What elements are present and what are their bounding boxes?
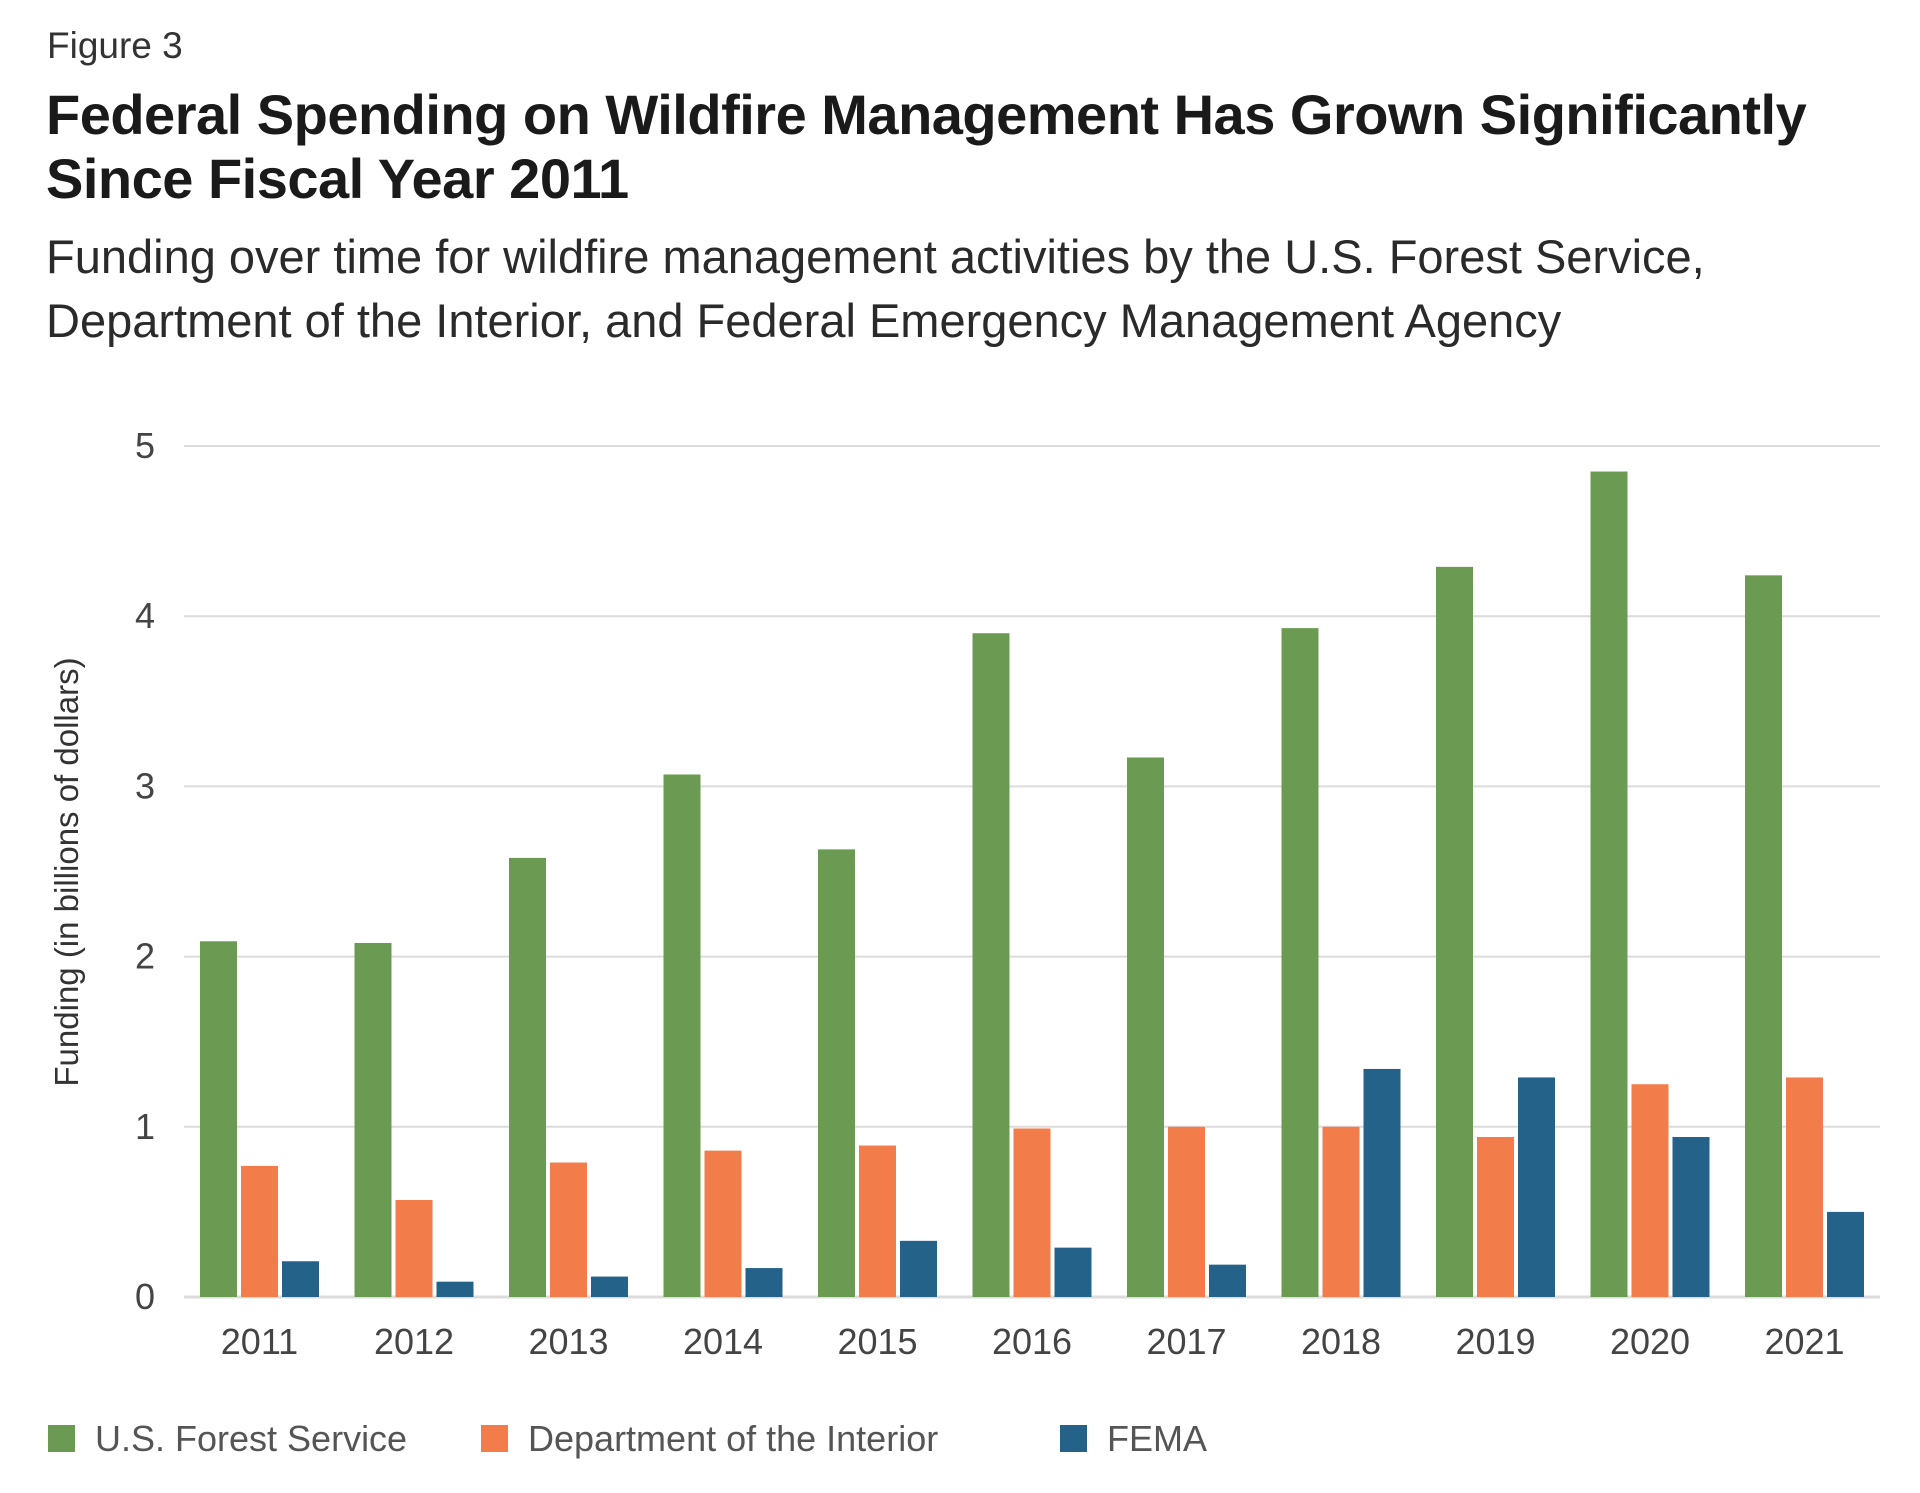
bar-u-s-forest-service-2015 <box>818 849 855 1297</box>
bar-fema-2017 <box>1209 1264 1246 1297</box>
x-tick-label: 2018 <box>1301 1321 1381 1362</box>
x-tick-label: 2016 <box>992 1321 1072 1362</box>
bar-u-s-forest-service-2014 <box>663 774 701 1297</box>
y-tick-label: 4 <box>135 595 155 636</box>
legend-swatch <box>481 1425 508 1452</box>
x-tick-label: 2021 <box>1764 1321 1844 1362</box>
bar-department-of-the-interior-2019 <box>1477 1137 1514 1297</box>
bar-department-of-the-interior-2012 <box>395 1199 433 1297</box>
bar-u-s-forest-service-2016 <box>972 633 1010 1297</box>
bar-fema-2014 <box>745 1268 783 1297</box>
bar-department-of-the-interior-2014 <box>704 1150 742 1297</box>
bar-fema-2013 <box>591 1276 628 1297</box>
bar-fema-2015 <box>900 1240 937 1297</box>
bar-u-s-forest-service-2020 <box>1590 471 1628 1297</box>
y-axis-label: Funding (in billions of dollars) <box>48 657 85 1086</box>
legend-swatch <box>48 1425 75 1452</box>
y-tick-label: 5 <box>135 425 155 466</box>
chart-subtitle-line-2: Department of the Interior, and Federal … <box>46 294 1562 347</box>
bar-department-of-the-interior-2021 <box>1786 1077 1823 1297</box>
bar-fema-2019 <box>1518 1077 1555 1297</box>
chart-title-line-1: Federal Spending on Wildfire Management … <box>46 83 1807 146</box>
bar-department-of-the-interior-2015 <box>859 1145 896 1297</box>
chart-subtitle-line-1: Funding over time for wildfire managemen… <box>46 230 1705 283</box>
y-tick-label: 0 <box>135 1276 155 1317</box>
legend-swatch <box>1060 1425 1087 1452</box>
x-tick-label: 2015 <box>837 1321 917 1362</box>
bar-fema-2020 <box>1672 1137 1710 1297</box>
legend-label: U.S. Forest Service <box>95 1418 407 1459</box>
bar-department-of-the-interior-2020 <box>1631 1084 1669 1297</box>
bar-department-of-the-interior-2011 <box>241 1165 278 1297</box>
x-tick-label: 2012 <box>374 1321 454 1362</box>
y-tick-label: 3 <box>135 765 155 806</box>
bar-department-of-the-interior-2013 <box>550 1162 587 1297</box>
y-tick-label: 1 <box>135 1106 155 1147</box>
x-tick-label: 2013 <box>528 1321 608 1362</box>
bar-department-of-the-interior-2016 <box>1013 1128 1051 1297</box>
bar-fema-2012 <box>436 1281 474 1297</box>
bar-u-s-forest-service-2017 <box>1127 757 1164 1297</box>
x-tick-label: 2020 <box>1610 1321 1690 1362</box>
bar-department-of-the-interior-2017 <box>1168 1126 1205 1297</box>
legend-item: FEMA <box>1060 1418 1207 1459</box>
x-tick-label: 2017 <box>1146 1321 1226 1362</box>
bar-fema-2021 <box>1827 1211 1864 1297</box>
x-tick-label: 2011 <box>221 1321 298 1362</box>
bar-fema-2011 <box>282 1261 319 1297</box>
bar-fema-2016 <box>1054 1247 1092 1297</box>
bar-u-s-forest-service-2021 <box>1745 575 1782 1297</box>
bar-u-s-forest-service-2013 <box>509 857 546 1297</box>
legend-label: Department of the Interior <box>528 1418 938 1459</box>
x-tick-label: 2014 <box>683 1321 763 1362</box>
bar-fema-2018 <box>1363 1068 1401 1297</box>
legend-item: Department of the Interior <box>481 1418 938 1459</box>
bar-u-s-forest-service-2011 <box>200 941 237 1297</box>
y-tick-label: 2 <box>135 936 155 977</box>
bar-u-s-forest-service-2019 <box>1436 566 1473 1297</box>
legend-item: U.S. Forest Service <box>48 1418 407 1459</box>
bar-u-s-forest-service-2018 <box>1281 628 1319 1297</box>
bar-u-s-forest-service-2012 <box>354 942 392 1297</box>
chart-title-line-2: Since Fiscal Year 2011 <box>46 147 629 210</box>
legend-label: FEMA <box>1107 1418 1207 1459</box>
figure-label: Figure 3 <box>47 25 183 66</box>
bar-department-of-the-interior-2018 <box>1322 1126 1360 1297</box>
x-tick-label: 2019 <box>1455 1321 1535 1362</box>
